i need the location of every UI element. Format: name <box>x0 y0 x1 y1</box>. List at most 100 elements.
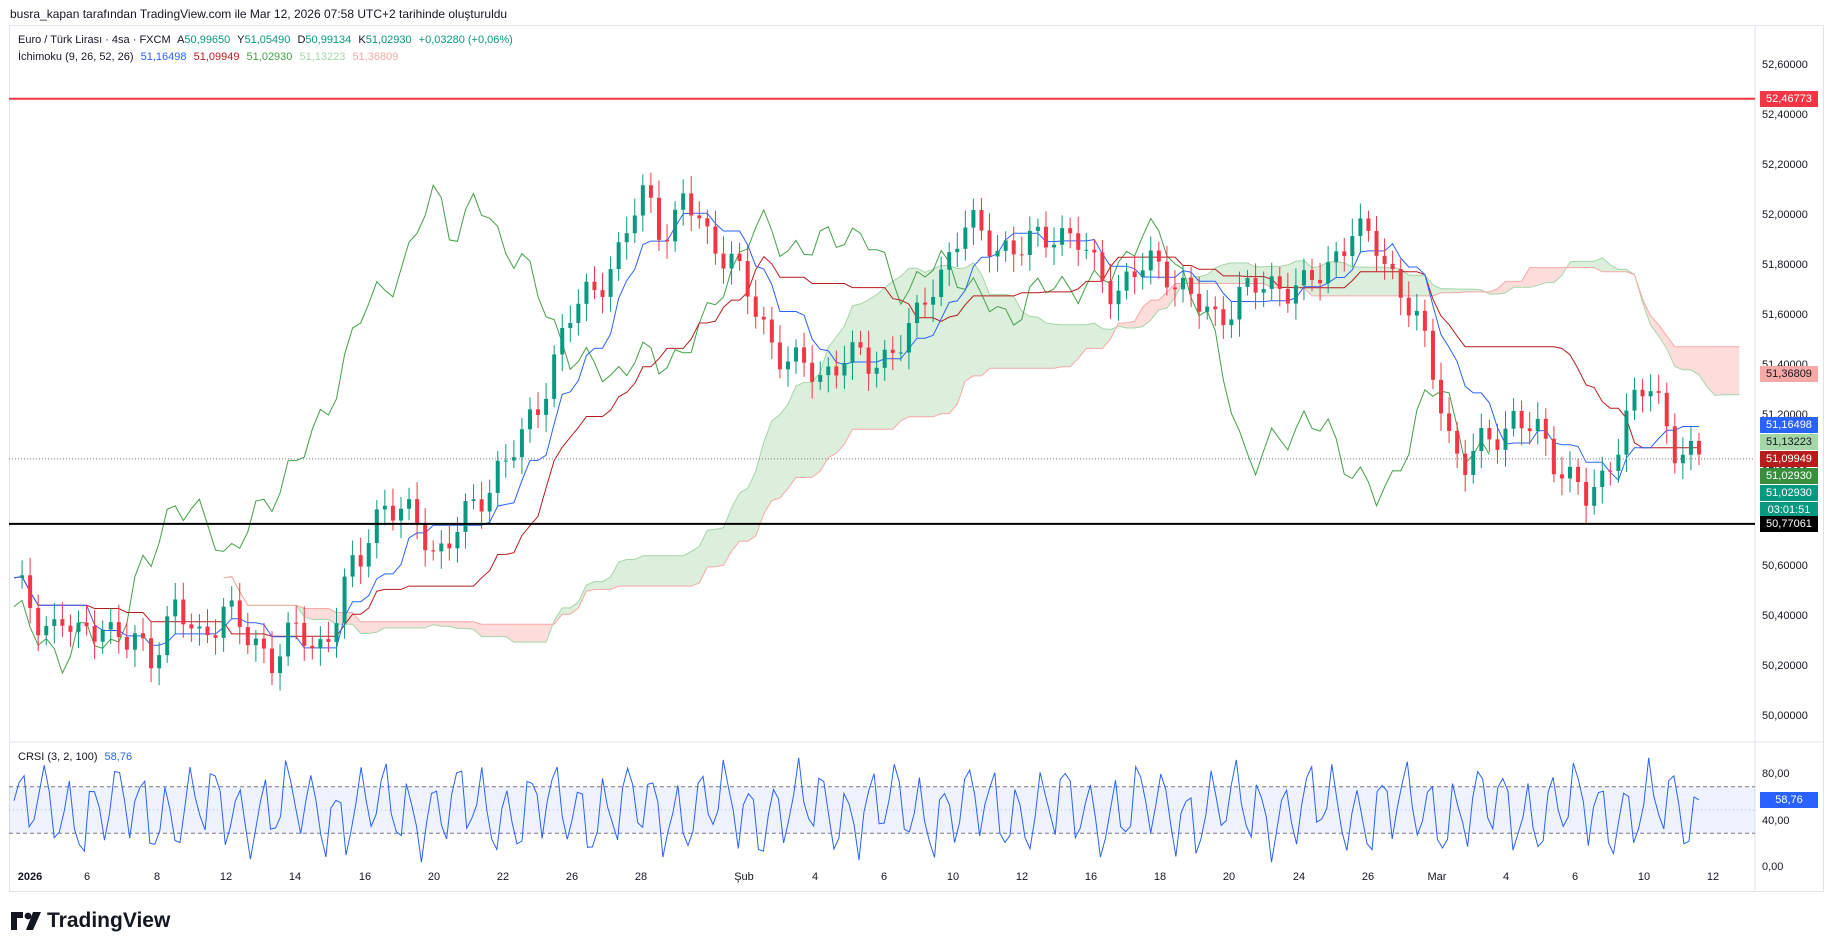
chart-attribution: busra_kapan tarafından TradingView.com i… <box>10 7 508 21</box>
candle-body <box>971 210 976 228</box>
cloud-segment <box>336 612 345 625</box>
candle-body <box>1430 330 1435 380</box>
candle-body <box>931 296 936 305</box>
cloud-segment <box>1537 267 1546 286</box>
price-axis-label: 50,00000 <box>1762 709 1808 722</box>
cloud-segment <box>1610 264 1619 272</box>
price-tag: 50,77061 <box>1760 515 1818 532</box>
cloud-segment <box>384 621 393 628</box>
candle-body <box>334 623 339 642</box>
cloud-segment <box>376 621 385 633</box>
candle-body <box>1108 281 1113 305</box>
price-tag: 51,02930 <box>1760 468 1818 485</box>
candle-body <box>810 362 815 382</box>
candle-body <box>1495 439 1500 450</box>
cloud-segment <box>965 262 974 381</box>
date-label: 6 <box>1571 871 1579 883</box>
price-tag: 51,13223 <box>1760 434 1818 451</box>
candle-body <box>1688 440 1693 455</box>
cloud-segment <box>1021 311 1030 369</box>
candle-body <box>882 349 887 368</box>
cloud-segment <box>417 621 426 628</box>
cloud-segment <box>1650 315 1659 337</box>
cloud-segment <box>1352 267 1361 296</box>
candle-body <box>560 327 565 355</box>
candle-body <box>253 638 258 646</box>
cloud-segment <box>683 551 692 587</box>
candle-body <box>398 508 403 521</box>
candle-body <box>1003 240 1008 251</box>
price-axis-label: 52,20000 <box>1762 158 1808 171</box>
candle-body <box>1447 413 1452 431</box>
cloud-segment <box>304 608 313 620</box>
date-label: 20 <box>1222 871 1236 883</box>
crsi-axis-label: 0,00 <box>1762 861 1784 873</box>
cloud-segment <box>1271 266 1280 288</box>
cloud-segment <box>1005 294 1014 369</box>
cloud-segment <box>610 562 619 590</box>
candle-body <box>1592 487 1597 506</box>
cloud-segment <box>1553 267 1562 283</box>
candle-body <box>1390 263 1395 270</box>
candle-body <box>1293 285 1298 304</box>
candle-body <box>415 499 420 525</box>
cloud-segment <box>1102 328 1111 349</box>
candle-body <box>205 626 210 636</box>
symbol-title[interactable]: Euro / Türk Lirası · 4sa · FXCM <box>18 34 171 46</box>
candle-body <box>1616 454 1621 471</box>
span-b-value: 51,36809 <box>352 51 399 63</box>
candle-body <box>1148 250 1153 271</box>
cloud-segment <box>1416 275 1425 296</box>
cloud-segment <box>836 326 845 454</box>
candle-body <box>1551 438 1556 475</box>
chikou-value: 51,02930 <box>246 51 293 63</box>
cloud-segment <box>1215 264 1224 284</box>
cloud-segment <box>578 585 587 609</box>
ichimoku-title[interactable]: İchimoku (9, 26, 52, 26) <box>18 51 134 63</box>
cloud-segment <box>1062 324 1071 367</box>
candle-body <box>1245 278 1250 287</box>
crsi-title[interactable]: CRSI (3, 2, 100) <box>18 751 98 763</box>
candle-body <box>834 366 839 376</box>
candle-body <box>455 531 460 549</box>
candle-body <box>1326 262 1331 284</box>
cloud-segment <box>1723 346 1732 395</box>
cloud-segment <box>1054 324 1063 369</box>
candle-body <box>374 509 379 544</box>
candle-body <box>1172 287 1177 290</box>
candle-body <box>616 242 621 270</box>
date-label: 8 <box>153 871 161 883</box>
candle-body <box>302 622 307 646</box>
cloud-segment <box>916 268 926 417</box>
cloud-segment <box>957 267 966 405</box>
cloud-segment <box>497 624 506 637</box>
cloud-segment <box>1070 324 1079 367</box>
date-label: 28 <box>634 871 648 883</box>
candle-body <box>1406 297 1411 316</box>
cloud-segment <box>562 607 571 615</box>
candle-body <box>326 639 331 642</box>
low-label: D <box>297 34 306 46</box>
candle-body <box>656 197 661 240</box>
high-label: Y <box>237 34 245 46</box>
cloud-segment <box>973 262 982 376</box>
cloud-segment <box>521 624 530 643</box>
cloud-segment <box>1078 324 1087 359</box>
tradingview-logo: TradingView <box>11 909 170 933</box>
cloud-segment <box>796 382 805 478</box>
cloud-segment <box>804 382 813 478</box>
candle-body <box>552 354 557 399</box>
cloud-segment <box>513 624 522 643</box>
candle-body <box>1019 254 1024 256</box>
cloud-segment <box>989 294 998 369</box>
cloud-segment <box>1666 336 1675 367</box>
price-tag: 51,16498 <box>1760 417 1818 434</box>
candle-body <box>92 626 97 642</box>
cloud-segment <box>1521 267 1530 288</box>
candle-body <box>1608 470 1613 472</box>
candle-body <box>471 499 476 502</box>
cloud-segment <box>658 555 668 587</box>
candle-body <box>221 606 226 638</box>
candle-body <box>753 296 758 317</box>
